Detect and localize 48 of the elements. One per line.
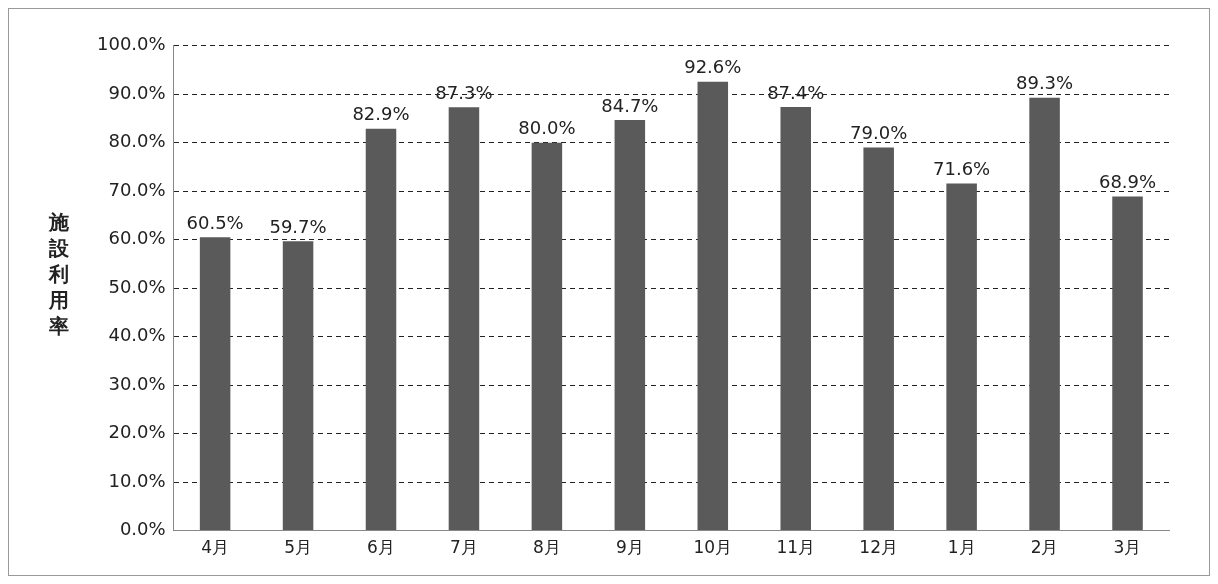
x-tick-label: 12月 [859,537,899,558]
bar [199,237,231,531]
y-tick-label: 20.0% [108,421,166,443]
data-label: 80.0% [518,117,576,139]
bar [1029,97,1060,531]
y-tick-label: 0.0% [119,518,166,540]
y-tick-label: 100.0% [96,33,166,55]
y-tick-label: 90.0% [108,81,166,103]
x-tick-label: 4月 [201,537,230,558]
data-label: 68.9% [1098,171,1157,193]
x-tick-label: 9月 [615,537,644,558]
bar [282,241,314,531]
y-tick-label: 60.0% [108,227,166,249]
bar [531,142,563,531]
data-label: 92.6% [684,56,742,78]
bar [697,81,729,531]
y-tick-label: 70.0% [108,178,166,200]
data-label: 79.0% [850,122,908,144]
x-tick-label: 1月 [947,537,976,558]
y-tick-label: 80.0% [108,130,166,152]
x-tick-label: 10月 [693,537,733,558]
x-tick-label: 11月 [776,537,816,558]
data-label: 59.7% [269,215,327,237]
x-tick-label: 8月 [532,537,561,558]
data-label: 71.6% [933,158,991,180]
y-tick-label: 40.0% [108,324,166,346]
bar [863,147,894,531]
y-tick-label: 30.0% [108,372,166,394]
data-label: 82.9% [352,103,410,125]
x-tick-label: 2月 [1030,537,1059,558]
bar [448,107,480,531]
data-label: 60.5% [186,211,244,233]
data-label: 84.7% [601,94,659,116]
bar [780,106,811,531]
x-tick-label: 6月 [367,537,395,558]
bar [946,183,977,531]
data-label: 87.4% [767,81,825,103]
x-tick-label: 3月 [1113,537,1142,558]
x-tick-label: 5月 [284,537,312,558]
y-tick-label: 50.0% [108,275,166,297]
data-label: 89.3% [1015,72,1074,94]
data-label: 87.3% [435,82,493,104]
bar [614,119,646,531]
y-tick-label: 10.0% [108,469,166,491]
bar [365,128,397,531]
bar [1112,196,1143,531]
y-axis-title: 施設利用率 [49,209,70,339]
x-tick-label: 7月 [450,537,478,558]
